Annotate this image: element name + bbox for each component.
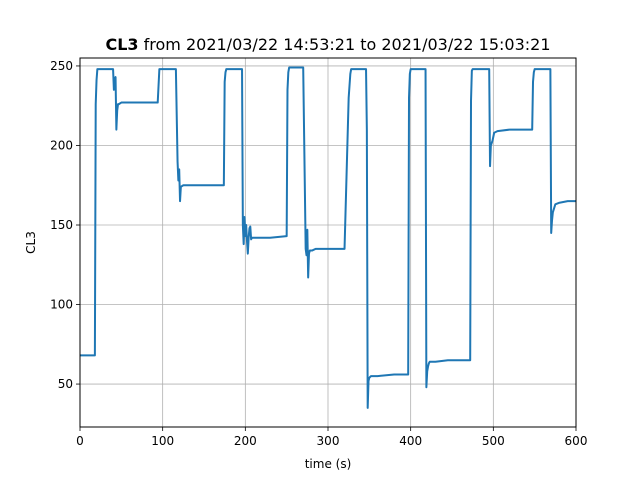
y-tick-label-250: 250 [50,59,73,73]
x-axis-label: time (s) [305,457,352,471]
x-tick-label-500: 500 [482,434,505,448]
y-tick-label-100: 100 [50,298,73,312]
y-tick-label-200: 200 [50,138,73,152]
x-tick-label-600: 600 [565,434,588,448]
grid-layer [79,58,577,427]
series-line-0 [80,66,576,409]
x-tick-label-200: 200 [234,434,257,448]
x-tick-label-0: 0 [76,434,84,448]
y-tick-label-50: 50 [58,377,73,391]
chart-title-rest: from 2021/03/22 14:53:21 to 2021/03/22 1… [139,35,551,54]
x-tick-label-400: 400 [399,434,422,448]
ticks-layer: 0 100 200 300 400 500 600 50 100 150 200 250 [50,59,587,448]
y-axis-label: CL3 [24,231,38,254]
chart-title: CL3 from 2021/03/22 14:53:21 to 2021/03/… [105,35,550,54]
x-tick-label-100: 100 [151,434,174,448]
series-layer [80,66,576,409]
y-tick-label-150: 150 [50,218,73,232]
chart-title-bold: CL3 [105,35,138,54]
x-tick-label-300: 300 [317,434,340,448]
